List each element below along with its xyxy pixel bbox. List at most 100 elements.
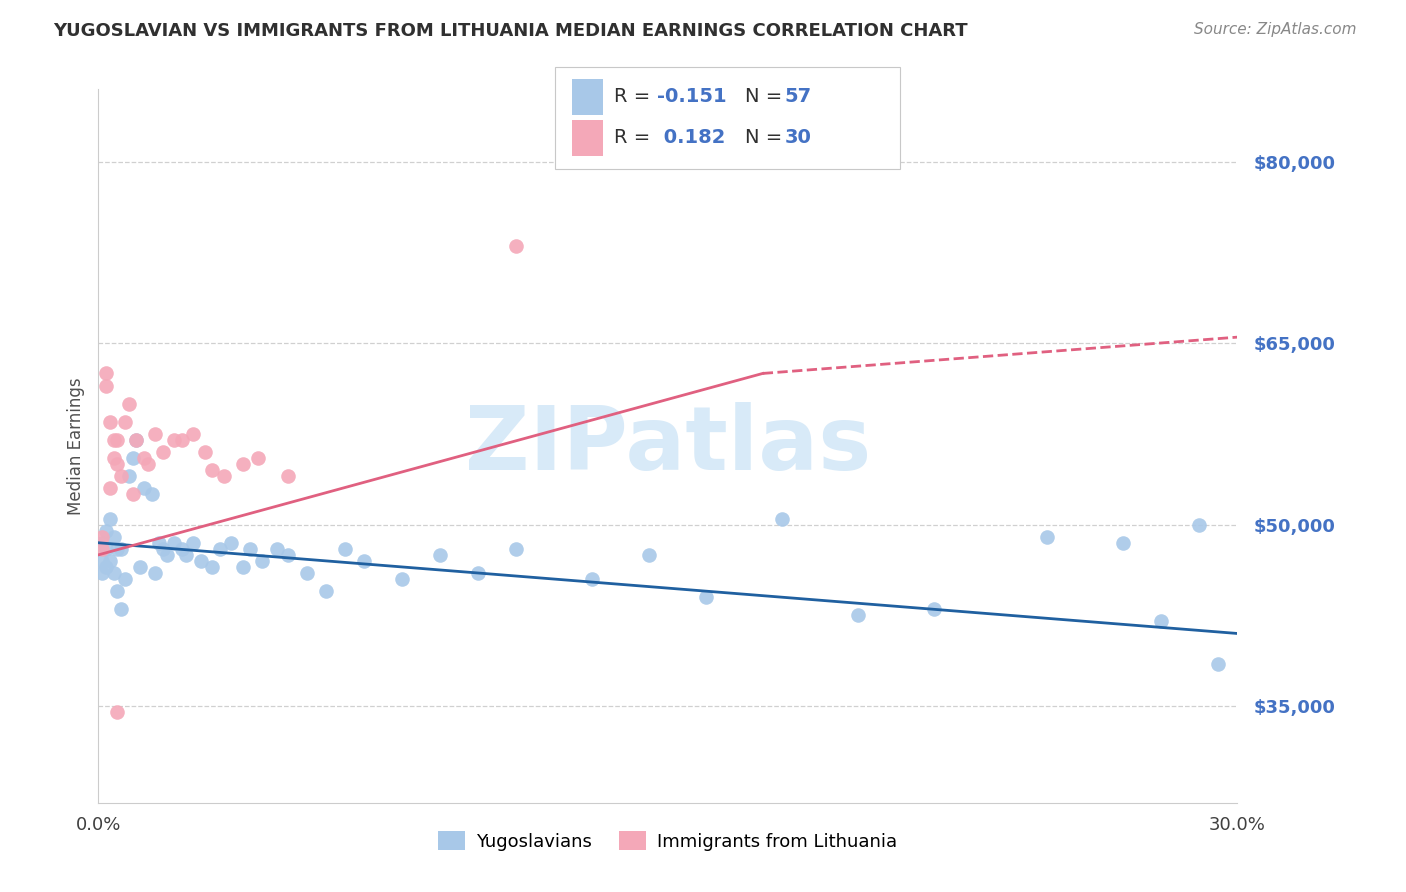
Point	[118, 397, 141, 411]
Text: R =: R =	[614, 128, 657, 146]
Point	[194, 445, 217, 459]
Point	[145, 566, 167, 580]
Text: YUGOSLAVIAN VS IMMIGRANTS FROM LITHUANIA MEDIAN EARNINGS CORRELATION CHART: YUGOSLAVIAN VS IMMIGRANTS FROM LITHUANIA…	[53, 22, 969, 40]
Point	[353, 554, 375, 568]
Point	[91, 530, 114, 544]
Point	[98, 481, 121, 495]
Point	[638, 548, 661, 562]
Point	[107, 584, 129, 599]
Point	[103, 433, 125, 447]
Point	[110, 602, 132, 616]
Text: Source: ZipAtlas.com: Source: ZipAtlas.com	[1194, 22, 1357, 37]
Point	[232, 457, 254, 471]
Point	[277, 548, 299, 562]
Point	[132, 451, 155, 466]
Point	[91, 541, 114, 556]
Point	[103, 530, 125, 544]
Point	[103, 566, 125, 580]
Point	[98, 511, 121, 525]
Text: -0.151: -0.151	[657, 87, 727, 105]
Point	[1188, 517, 1211, 532]
Text: N =: N =	[745, 87, 789, 105]
Point	[1036, 530, 1059, 544]
Point	[136, 457, 159, 471]
Point	[152, 541, 174, 556]
Point	[107, 705, 129, 719]
Text: N =: N =	[745, 128, 789, 146]
Point	[132, 481, 155, 495]
Point	[94, 541, 117, 556]
Point	[1112, 535, 1135, 549]
Point	[94, 524, 117, 538]
Point	[91, 566, 114, 580]
Point	[315, 584, 337, 599]
Point	[129, 560, 152, 574]
Point	[152, 445, 174, 459]
Point	[98, 415, 121, 429]
Point	[91, 535, 114, 549]
Point	[467, 566, 489, 580]
Point	[110, 469, 132, 483]
Point	[201, 560, 224, 574]
Text: 0.182: 0.182	[657, 128, 725, 146]
Point	[212, 469, 235, 483]
Point	[201, 463, 224, 477]
Point	[190, 554, 212, 568]
Point	[250, 554, 273, 568]
Y-axis label: Median Earnings: Median Earnings	[66, 377, 84, 515]
Point	[121, 451, 143, 466]
Point	[163, 433, 186, 447]
Point	[94, 367, 117, 381]
Point	[141, 487, 163, 501]
Point	[110, 541, 132, 556]
Point	[246, 451, 269, 466]
Point	[208, 541, 231, 556]
Point	[183, 426, 205, 441]
Point	[94, 560, 117, 574]
Point	[429, 548, 451, 562]
Text: ZIPatlas: ZIPatlas	[465, 402, 870, 490]
Point	[148, 535, 170, 549]
Point	[581, 572, 603, 586]
Text: 30: 30	[785, 128, 811, 146]
Point	[183, 535, 205, 549]
Point	[266, 541, 288, 556]
Point	[1150, 615, 1173, 629]
Point	[505, 239, 527, 253]
Point	[156, 548, 179, 562]
Point	[505, 541, 527, 556]
Point	[232, 560, 254, 574]
Text: 57: 57	[785, 87, 811, 105]
Text: R =: R =	[614, 87, 657, 105]
Point	[125, 433, 148, 447]
Point	[297, 566, 319, 580]
Point	[107, 457, 129, 471]
Point	[163, 535, 186, 549]
Point	[118, 469, 141, 483]
Point	[94, 378, 117, 392]
Point	[107, 541, 129, 556]
Point	[846, 608, 869, 623]
Point	[221, 535, 243, 549]
Point	[170, 541, 193, 556]
Point	[91, 554, 114, 568]
Point	[335, 541, 357, 556]
Point	[145, 426, 167, 441]
Point	[103, 451, 125, 466]
Point	[125, 433, 148, 447]
Point	[1208, 657, 1230, 671]
Point	[170, 433, 193, 447]
Legend: Yugoslavians, Immigrants from Lithuania: Yugoslavians, Immigrants from Lithuania	[432, 824, 904, 858]
Point	[695, 590, 717, 604]
Point	[114, 572, 136, 586]
Point	[922, 602, 945, 616]
Point	[121, 487, 143, 501]
Point	[277, 469, 299, 483]
Point	[107, 433, 129, 447]
Point	[391, 572, 413, 586]
Point	[174, 548, 197, 562]
Point	[239, 541, 262, 556]
Point	[770, 511, 793, 525]
Point	[114, 415, 136, 429]
Point	[98, 554, 121, 568]
